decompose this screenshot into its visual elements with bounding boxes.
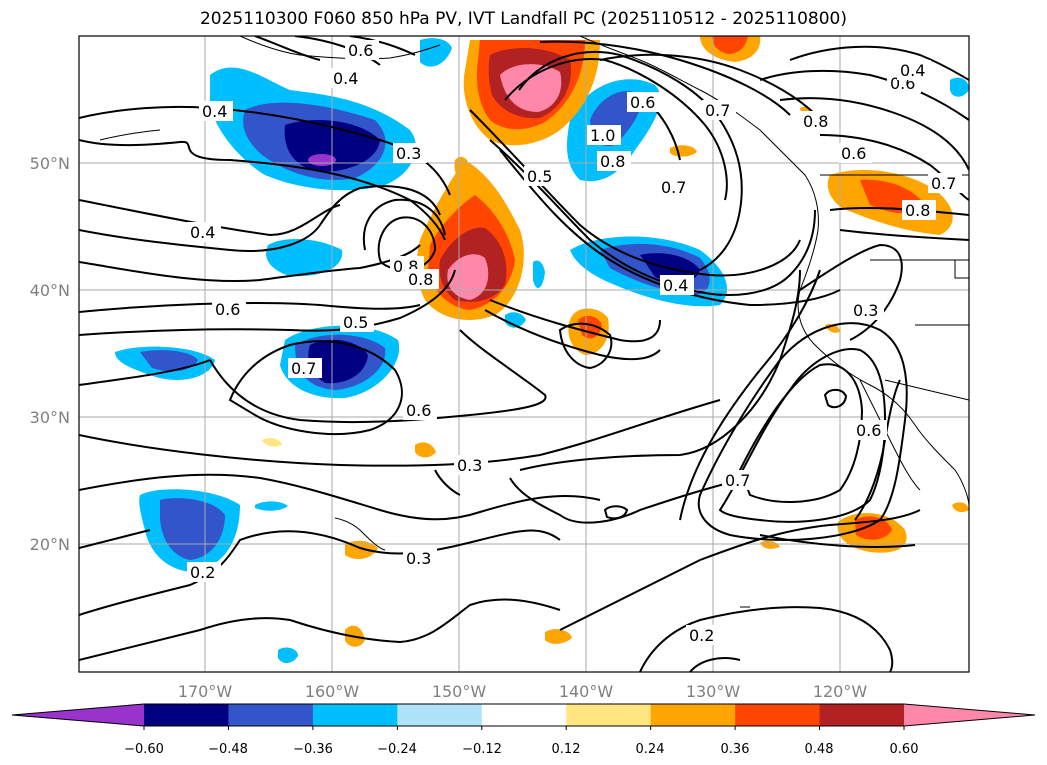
- contour-label: 0.6: [841, 144, 866, 163]
- colorbar-bin: [819, 704, 905, 726]
- lon-label: 120°W: [813, 682, 868, 701]
- lon-labels: 170°W 160°W 150°W 140°W 130°W 120°W: [178, 682, 868, 701]
- contour-label: 0.3: [853, 301, 878, 320]
- lon-label: 130°W: [686, 682, 741, 701]
- contour-label: 0.4: [663, 276, 688, 295]
- lon-label: 170°W: [178, 682, 233, 701]
- lat-label: 30°N: [30, 408, 70, 427]
- colorbar-tick: −0.12: [462, 742, 502, 757]
- colorbar-bin: [312, 704, 398, 726]
- contour-label: 0.7: [725, 471, 750, 490]
- contour-label: 0.5: [343, 313, 368, 332]
- contour-label: 0.8: [803, 112, 828, 131]
- colorbar-ticks: −0.60 −0.48 −0.36 −0.24 −0.12 0.12 0.24 …: [124, 742, 918, 757]
- contour-label: 0.6: [215, 300, 240, 319]
- colorbar-tick: 0.48: [805, 742, 834, 757]
- colorbar-tick: 0.60: [890, 742, 919, 757]
- colorbar-bin: [397, 704, 483, 726]
- lat-label: 40°N: [30, 281, 70, 300]
- colorbar-tick: −0.48: [208, 742, 248, 757]
- contour-label: 0.4: [190, 223, 215, 242]
- contour-label: 0.2: [190, 563, 215, 582]
- colorbar-extend-max: [904, 704, 1035, 726]
- colorbar-extend-min: [12, 704, 144, 726]
- contour-label: 0.4: [202, 102, 227, 121]
- map-title: 2025110300 F060 850 hPa PV, IVT Landfall…: [199, 9, 847, 29]
- contour-label: 0.2: [689, 626, 714, 645]
- contour-label: 0.5: [527, 167, 552, 186]
- colorbar-tick: 0.12: [552, 742, 581, 757]
- colorbar-bin: [228, 704, 314, 726]
- contour-label: 0.8: [905, 201, 930, 220]
- contour-label: 0.3: [457, 456, 482, 475]
- contour-label: 0.7: [291, 359, 316, 378]
- colorbar-tick: −0.36: [293, 742, 333, 757]
- contour-label: 0.6: [348, 41, 373, 60]
- lat-label: 20°N: [30, 535, 70, 554]
- contour-labels: 0.4 0.3 0.4 0.6 0.5 0.7 0.6 0.3 0.3 0.2 …: [187, 40, 962, 645]
- colorbar-bin: [144, 704, 229, 726]
- contour-label: 0.7: [931, 174, 956, 193]
- contour-label: 0.4: [900, 61, 925, 80]
- contour-label: 0.6: [630, 93, 655, 112]
- contour-label: 0.6: [856, 421, 881, 440]
- contour-label: 0.4: [333, 69, 358, 88]
- colorbar: [11, 703, 1036, 730]
- lat-label: 50°N: [30, 154, 70, 173]
- map-frame: [78, 35, 970, 673]
- lon-label: 160°W: [305, 682, 360, 701]
- contour-label: 0.8: [600, 152, 625, 171]
- colorbar-bin: [481, 704, 567, 726]
- lon-label: 140°W: [559, 682, 614, 701]
- contour-label: 0.3: [396, 144, 421, 163]
- colorbar-bin: [650, 704, 736, 726]
- lon-label: 150°W: [432, 682, 487, 701]
- contour-label: 1.0: [590, 126, 615, 145]
- contour-label: 0.3: [406, 549, 431, 568]
- contour-label: 0.7: [705, 101, 730, 120]
- lat-labels: 50°N 40°N 30°N 20°N: [30, 154, 70, 554]
- ivt-contours: [79, 36, 969, 672]
- contour-label: 0.8: [408, 270, 433, 289]
- colorbar-bin: [566, 704, 652, 726]
- contour-label: 0.7: [661, 178, 686, 197]
- colorbar-tick: −0.60: [124, 742, 164, 757]
- colorbar-tick: −0.24: [377, 742, 417, 757]
- colorbar-tick: 0.36: [721, 742, 750, 757]
- gridlines: [79, 36, 969, 672]
- colorbar-bin: [735, 704, 821, 726]
- colorbar-tick: 0.24: [636, 742, 665, 757]
- contour-label: 0.6: [406, 401, 431, 420]
